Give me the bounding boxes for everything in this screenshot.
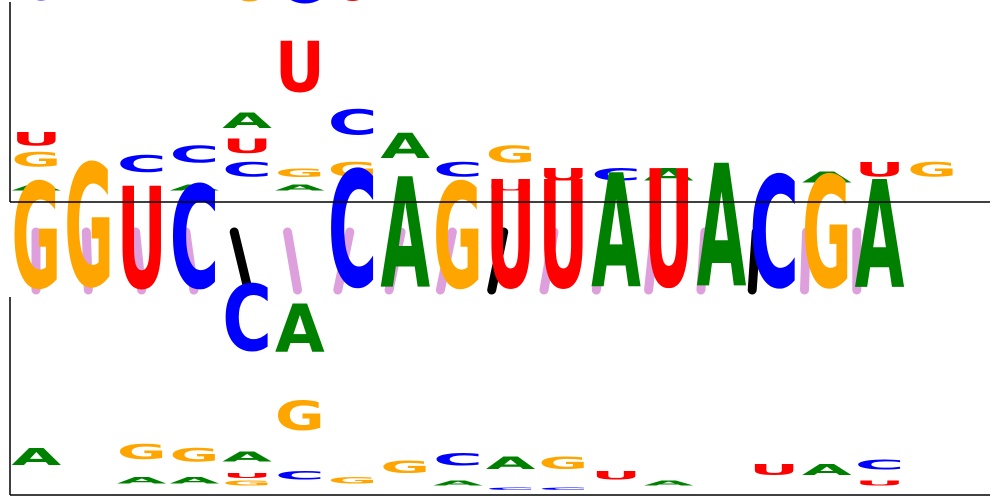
logo-letter-a: A xyxy=(275,183,325,193)
logo-letter-a: A xyxy=(222,109,272,134)
logo-letter-g: G xyxy=(328,476,378,486)
logo-letter-a: A xyxy=(697,0,747,35)
logo-letter-c: C xyxy=(486,0,536,31)
logo-letter-a: A xyxy=(591,142,641,324)
logo-letter-u: U xyxy=(275,28,325,109)
logo-column: AG UC xyxy=(275,0,325,193)
logo-letter-a: A xyxy=(855,149,905,322)
logo-letter-g: G xyxy=(117,0,167,31)
logo-letter-u: U xyxy=(539,150,589,323)
logo-column: U xyxy=(749,0,799,35)
logo-letter-u: U xyxy=(486,150,536,323)
logo-letter-a: A xyxy=(802,462,852,480)
logo-letter-u: U xyxy=(855,480,905,488)
logo-column: UA xyxy=(591,142,641,482)
logo-column: C xyxy=(64,0,114,35)
logo-letter-c: C xyxy=(222,266,272,371)
logo-letter-g: G xyxy=(64,130,114,326)
logo-letter-u: U xyxy=(644,136,694,324)
logo-letter-g: G xyxy=(380,458,430,477)
logo-letter-c: C xyxy=(12,0,62,27)
logo-letter-c: C xyxy=(486,487,536,491)
logo-column: C GA xyxy=(275,292,325,482)
logo-letter-a: A xyxy=(591,0,641,33)
logo-letter-g: G xyxy=(433,154,483,322)
logo-letter-a: A xyxy=(644,479,695,487)
logo-letter-g: G xyxy=(275,167,325,180)
logo-letter-a: A xyxy=(539,0,589,33)
logo-letter-g: G xyxy=(222,480,272,488)
logo-letter-a: A xyxy=(170,476,220,486)
logo-letter-g: G xyxy=(222,0,272,26)
logo-letter-c: C xyxy=(539,487,589,491)
logo-letter-a: A xyxy=(697,131,747,327)
logo-column: GA xyxy=(380,147,430,477)
logo-column: C G U xyxy=(539,150,589,491)
logo-letter-u: U xyxy=(328,0,378,27)
logo-letter-u: U xyxy=(749,461,799,479)
logo-letter-c: C xyxy=(170,157,220,322)
logo-column: C A U xyxy=(486,150,537,491)
logo-letter-c: C xyxy=(64,0,114,35)
logo-letter-c: C xyxy=(855,457,905,473)
logo-column: A xyxy=(697,131,747,327)
logo-column: AG C xyxy=(170,157,220,485)
logo-letter-u: U xyxy=(12,129,62,150)
logo-letter-a: A xyxy=(222,449,272,465)
logo-column: UC A xyxy=(855,149,905,487)
logo-letter-g: G xyxy=(170,0,220,30)
logo-letter-u: U xyxy=(907,0,957,32)
logo-letter-u: U xyxy=(749,0,799,35)
logo-column: AG xyxy=(380,0,430,167)
logo-letter-c: C xyxy=(749,144,799,322)
logo-column: CG xyxy=(117,0,167,178)
logo-letter-a: A xyxy=(433,479,484,487)
logo-letter-u: U xyxy=(222,135,272,158)
logo-letter-c: C xyxy=(433,450,483,470)
logo-letter-g: G xyxy=(907,158,957,181)
logo-column: GU xyxy=(907,0,957,181)
logo-column: CUA G xyxy=(222,0,272,181)
logo-letter-a: A xyxy=(486,454,537,474)
logo-letter-c: C xyxy=(855,0,905,32)
logo-letter-c: C xyxy=(222,158,272,181)
logo-letter-c: C xyxy=(328,138,378,324)
canonical-pair-link xyxy=(288,232,298,290)
logo-letter-u: U xyxy=(117,159,167,321)
logo-column: UC xyxy=(749,144,799,479)
logo-letter-c: C xyxy=(275,0,325,20)
logo-letter-g: G xyxy=(117,440,167,464)
logo-letter-a: A xyxy=(380,147,430,323)
logo-letter-c: C xyxy=(275,469,325,483)
logo-letter-g: G xyxy=(170,444,220,466)
logo-column: G xyxy=(64,130,114,326)
logo-column: A xyxy=(697,0,747,35)
logo-letter-u: U xyxy=(222,472,272,480)
logo-letter-g: G xyxy=(802,0,852,33)
logo-letter-g: G xyxy=(539,454,589,473)
logo-column: GC xyxy=(328,138,378,486)
logo-letter-u: U xyxy=(591,469,641,483)
logo-letter-g: G xyxy=(380,0,430,30)
logo-column: AG xyxy=(802,146,852,479)
logo-letter-g: G xyxy=(12,154,62,322)
logo-letter-g: G xyxy=(275,393,325,440)
logo-column: A C G xyxy=(433,154,484,487)
logo-column: GUA C xyxy=(222,266,272,487)
logo-letter-u: U xyxy=(644,0,694,32)
logo-letter-a: A xyxy=(12,443,62,470)
logo-column: AU xyxy=(644,136,695,487)
logo-letter-u: U xyxy=(433,0,483,32)
logo-letter-g: G xyxy=(802,146,852,324)
logo-letter-a: A xyxy=(275,292,325,368)
logo-column: A G U xyxy=(117,159,167,485)
logo-letter-a: A xyxy=(117,476,167,486)
